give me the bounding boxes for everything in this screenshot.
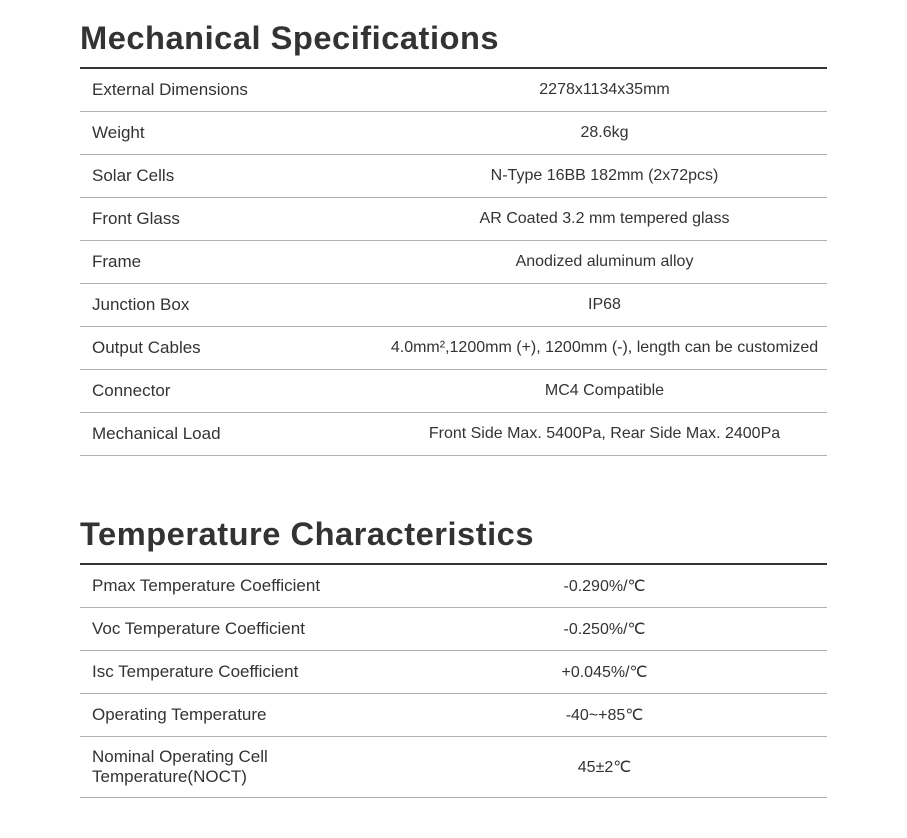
spec-label: Voc Temperature Coefficient [92,619,382,639]
temperature-characteristics-table: Pmax Temperature Coefficient -0.290%/℃ V… [80,563,827,798]
spec-value: AR Coated 3.2 mm tempered glass [382,210,827,228]
spec-label: Nominal Operating Cell Temperature(NOCT) [92,747,382,787]
spec-value: MC4 Compatible [382,382,827,400]
table-row: Solar Cells N-Type 16BB 182mm (2x72pcs) [80,155,827,198]
spec-label: Isc Temperature Coefficient [92,662,382,682]
table-row: Front Glass AR Coated 3.2 mm tempered gl… [80,198,827,241]
table-row: External Dimensions 2278x1134x35mm [80,69,827,112]
spec-label: Front Glass [92,209,382,229]
temperature-characteristics-title: Temperature Characteristics [80,496,842,563]
spec-label: Operating Temperature [92,705,382,725]
spec-label: Solar Cells [92,166,382,186]
table-row: Isc Temperature Coefficient +0.045%/℃ [80,651,827,694]
spec-label: External Dimensions [92,80,382,100]
spec-value: -40~+85℃ [382,705,827,725]
section-gap [80,456,827,496]
spec-label: Connector [92,381,382,401]
table-row: Output Cables 4.0mm²,1200mm (+), 1200mm … [80,327,827,370]
spec-value: 4.0mm²,1200mm (+), 1200mm (-), length ca… [382,339,827,357]
spec-value: +0.045%/℃ [382,662,827,682]
table-row: Nominal Operating Cell Temperature(NOCT)… [80,737,827,798]
spec-label: Junction Box [92,295,382,315]
spec-value: Anodized aluminum alloy [382,253,827,271]
table-row: Weight 28.6kg [80,112,827,155]
table-row: Mechanical Load Front Side Max. 5400Pa, … [80,413,827,456]
table-row: Junction Box IP68 [80,284,827,327]
spec-value: N-Type 16BB 182mm (2x72pcs) [382,167,827,185]
spec-value: 2278x1134x35mm [382,81,827,99]
spec-label: Mechanical Load [92,424,382,444]
table-row: Connector MC4 Compatible [80,370,827,413]
table-row: Pmax Temperature Coefficient -0.290%/℃ [80,565,827,608]
mechanical-specs-title: Mechanical Specifications [80,0,842,67]
spec-label: Frame [92,252,382,272]
spec-label: Output Cables [92,338,382,358]
spec-label: Pmax Temperature Coefficient [92,576,382,596]
table-row: Frame Anodized aluminum alloy [80,241,827,284]
spec-value: -0.290%/℃ [382,576,827,596]
spec-value: 28.6kg [382,124,827,142]
spec-value: IP68 [382,296,827,314]
spec-label: Weight [92,123,382,143]
table-row: Voc Temperature Coefficient -0.250%/℃ [80,608,827,651]
table-row: Operating Temperature -40~+85℃ [80,694,827,737]
spec-value: -0.250%/℃ [382,619,827,639]
spec-value: 45±2℃ [382,757,827,777]
mechanical-specs-table: External Dimensions 2278x1134x35mm Weigh… [80,67,827,456]
page: Mechanical Specifications External Dimen… [0,0,907,838]
spec-value: Front Side Max. 5400Pa, Rear Side Max. 2… [382,425,827,443]
